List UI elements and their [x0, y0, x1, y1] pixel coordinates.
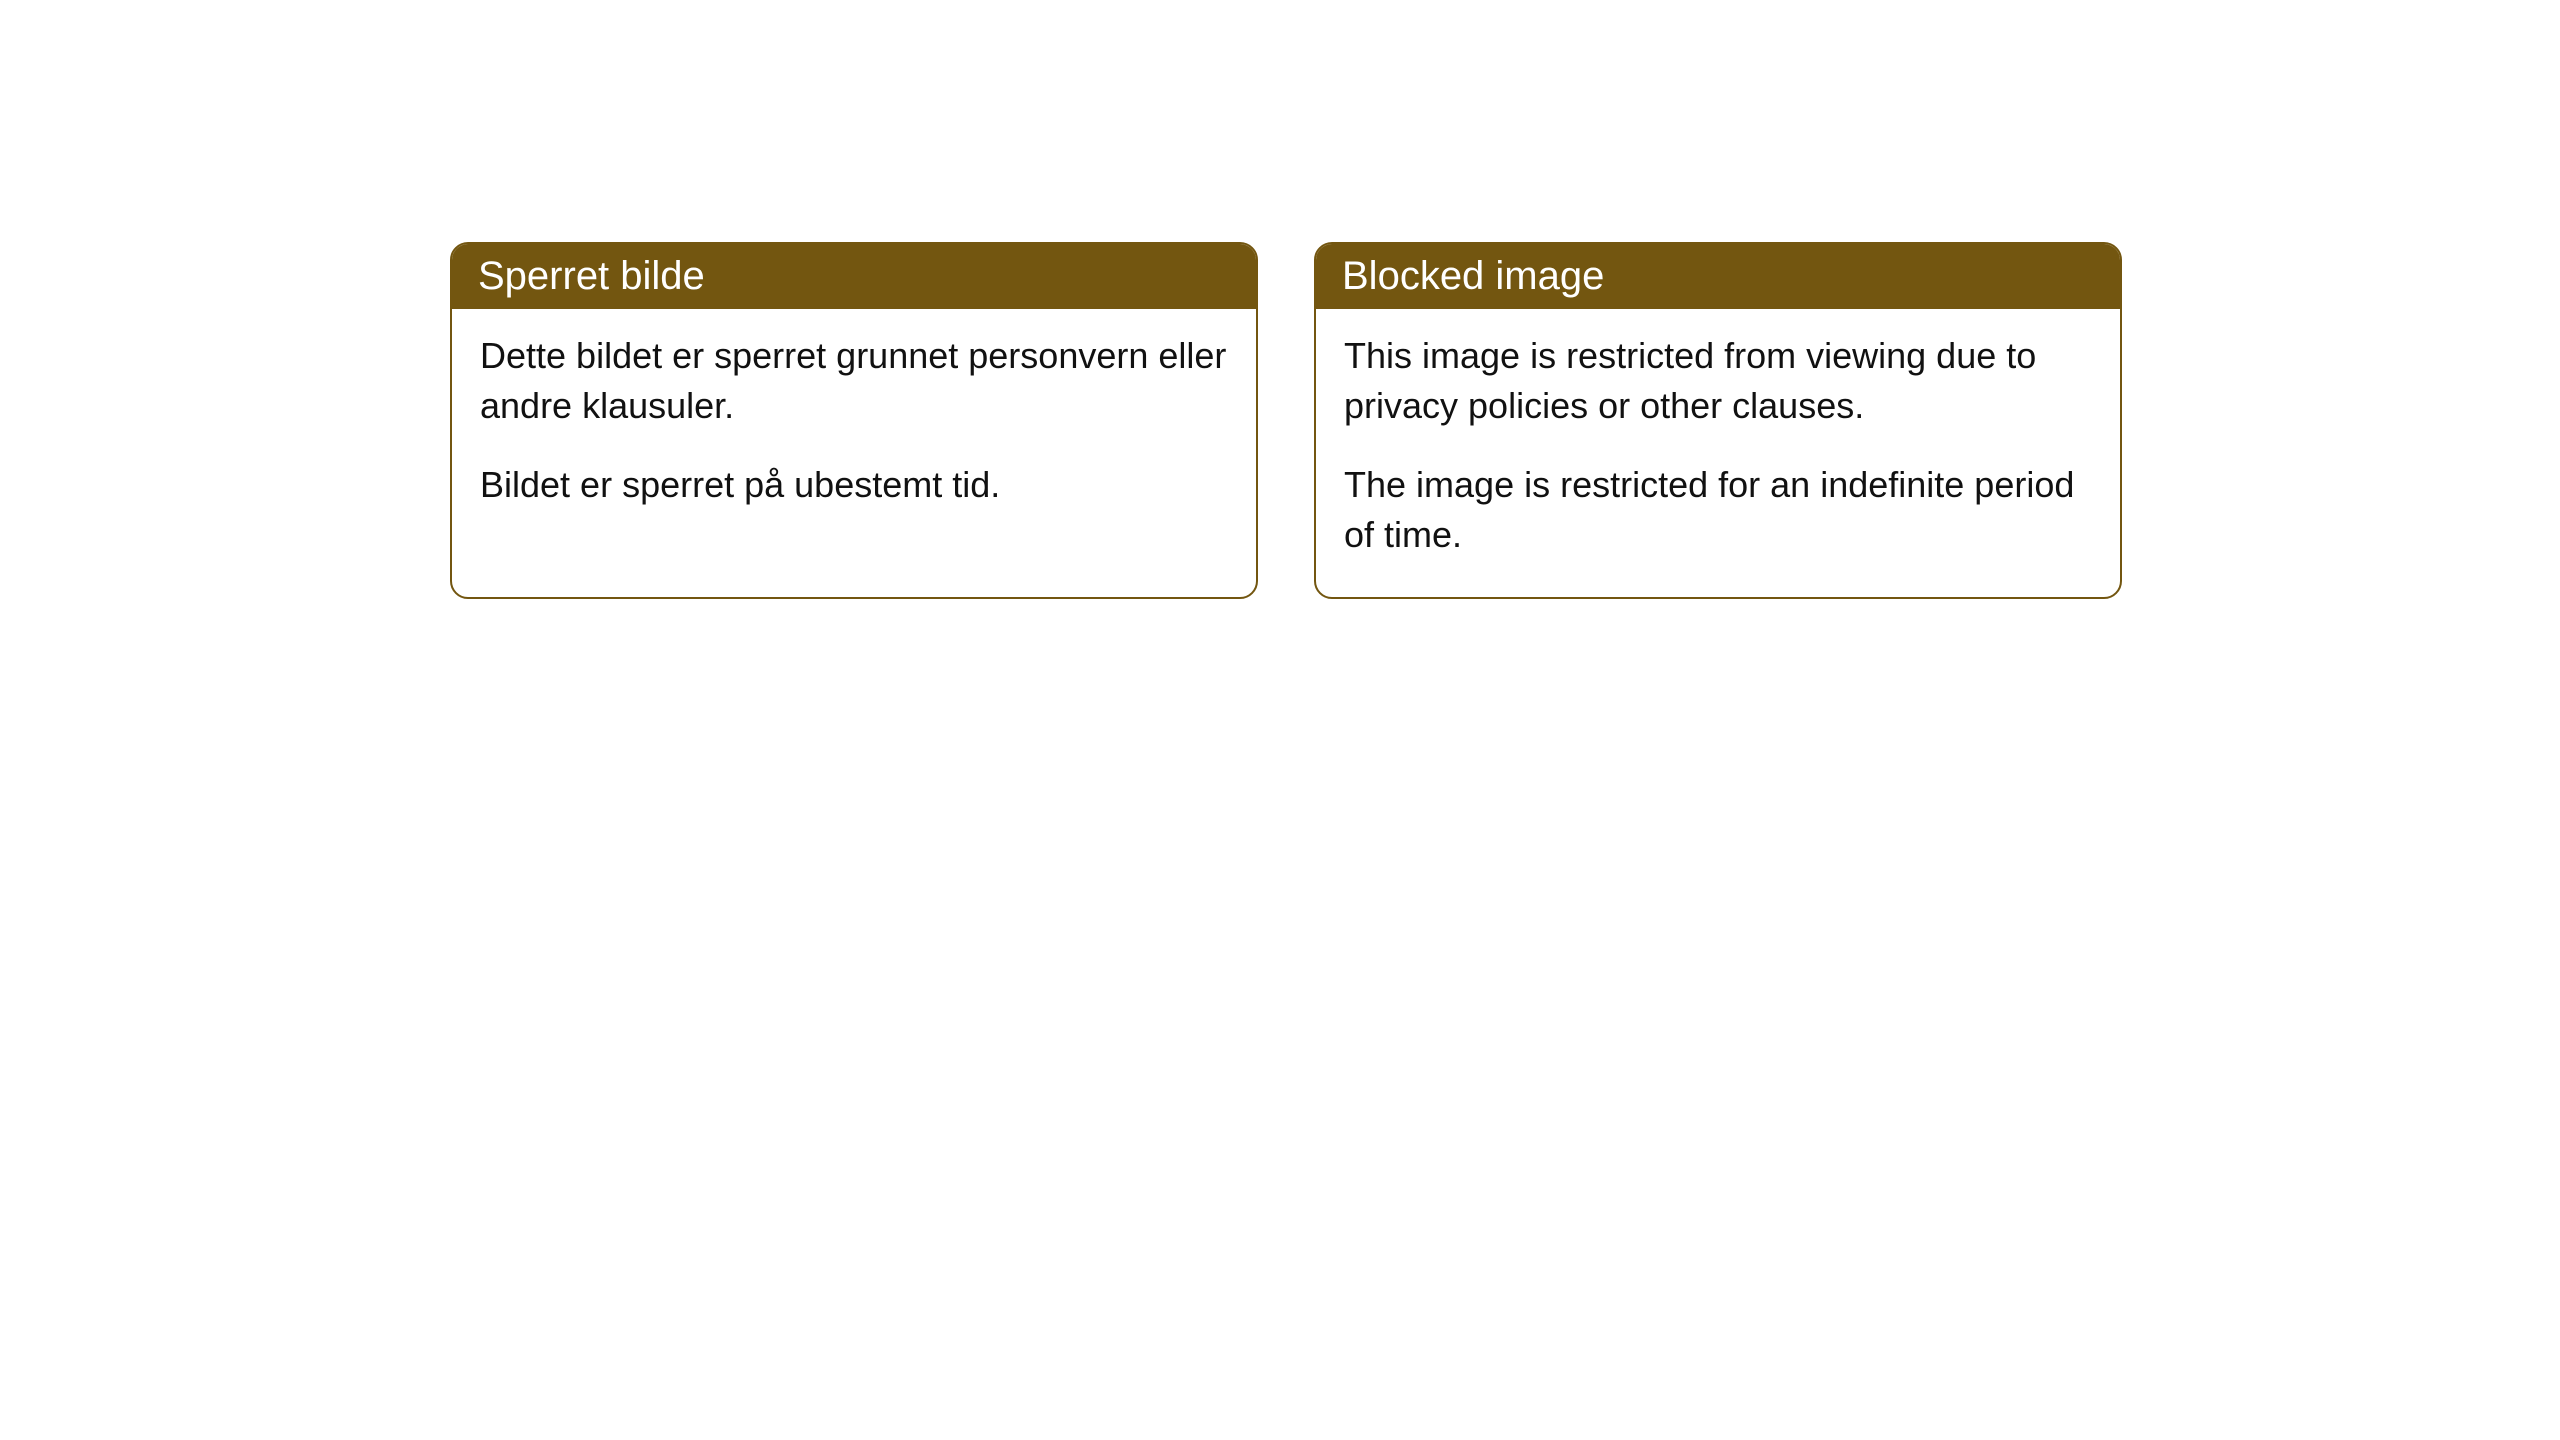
card-title-english: Blocked image — [1342, 254, 1604, 298]
card-header-english: Blocked image — [1316, 244, 2120, 309]
card-english: Blocked image This image is restricted f… — [1314, 242, 2122, 599]
card-header-norwegian: Sperret bilde — [452, 244, 1256, 309]
card-title-norwegian: Sperret bilde — [478, 254, 705, 298]
card-paragraph1-english: This image is restricted from viewing du… — [1344, 331, 2092, 432]
card-paragraph1-norwegian: Dette bildet er sperret grunnet personve… — [480, 331, 1228, 432]
card-paragraph2-english: The image is restricted for an indefinit… — [1344, 460, 2092, 561]
card-body-english: This image is restricted from viewing du… — [1316, 309, 2120, 597]
card-norwegian: Sperret bilde Dette bildet er sperret gr… — [450, 242, 1258, 599]
card-paragraph2-norwegian: Bildet er sperret på ubestemt tid. — [480, 460, 1228, 510]
cards-container: Sperret bilde Dette bildet er sperret gr… — [450, 242, 2122, 599]
card-body-norwegian: Dette bildet er sperret grunnet personve… — [452, 309, 1256, 546]
